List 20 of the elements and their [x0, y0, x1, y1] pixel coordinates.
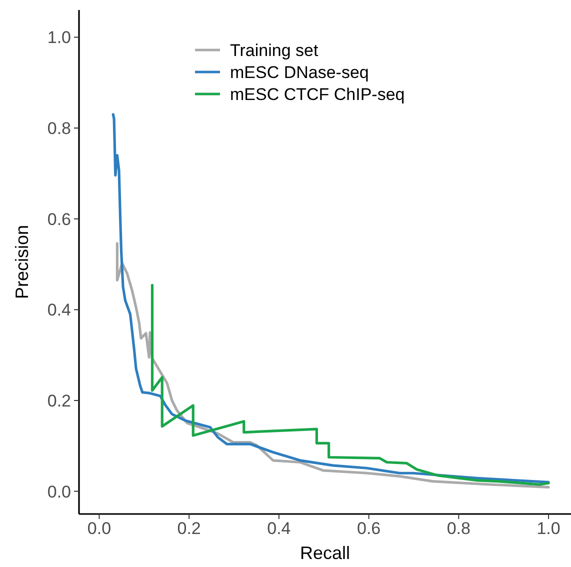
x-tick-label: 0.6	[356, 519, 381, 538]
line-series	[112, 113, 550, 484]
x-tick-label: 0.8	[446, 519, 470, 538]
y-tick-label: 1.0	[47, 28, 71, 48]
line-series	[150, 284, 550, 486]
y-tick-label: 0.8	[47, 119, 71, 138]
line-series	[116, 242, 550, 489]
y-axis-title: Precision	[12, 224, 32, 300]
x-tick-label: 1.0	[536, 519, 560, 538]
x-tick-label: 0.4	[267, 519, 291, 538]
x-tick-label: 0.2	[177, 519, 201, 538]
legend-label: Training set	[230, 41, 318, 60]
legend-label: mESC CTCF ChIP-seq	[230, 85, 405, 104]
y-tick-label: 0.6	[47, 210, 71, 229]
x-axis-title: Recall	[300, 543, 350, 563]
y-tick-label: 0.2	[47, 391, 71, 410]
x-tick-label: 0.0	[87, 519, 112, 538]
y-tick-label: 0.0	[47, 482, 71, 502]
y-tick-label: 0.4	[47, 300, 71, 320]
legend-label: mESC DNase-seq	[230, 63, 369, 82]
